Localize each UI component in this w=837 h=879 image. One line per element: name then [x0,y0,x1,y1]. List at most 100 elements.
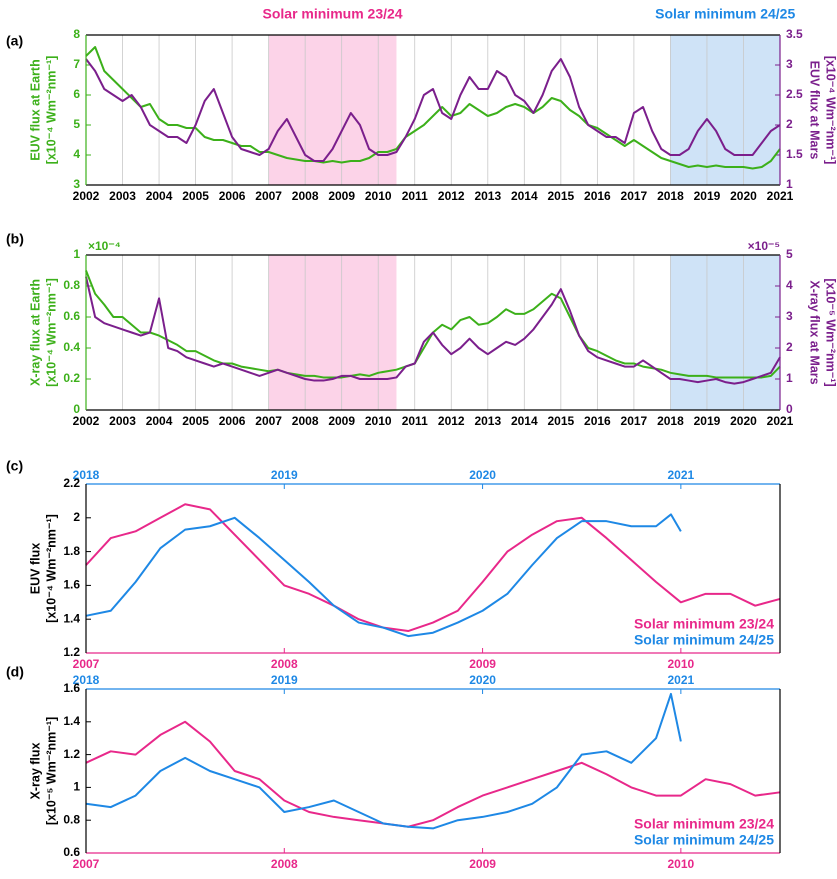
data-line [85,46,781,170]
y-tick-label: 2.2 [63,476,80,490]
legend-entry: Solar minimum 24/25 [634,832,774,848]
x-tick-label: 2006 [219,414,246,428]
x2-tick-label: 2021 [668,673,695,687]
y-tick-label: 1 [73,780,80,794]
y-tick-label: 1.8 [63,544,80,558]
x-tick-label: 2012 [438,189,465,203]
y-tick-label: 1 [73,247,80,261]
x-tick-label: 2010 [668,657,695,671]
x-tick-label: 2005 [182,189,209,203]
y-tick-label: 6 [73,87,80,101]
y2-tick-label: 1.5 [786,147,803,161]
y-tick-label: 8 [73,27,80,41]
x-tick-label: 2006 [219,189,246,203]
x-tick-label: 2003 [109,414,136,428]
x-tick-label: 2017 [621,189,648,203]
y-axis-label: [x10⁻⁴ Wm⁻²nm⁻¹] [44,56,58,165]
x-tick-label: 2007 [255,414,282,428]
panel-label: (d) [6,664,24,680]
y-tick-label: 0.8 [63,278,80,292]
y-tick-label: 1.2 [63,747,80,761]
legend-entry: Solar minimum 24/25 [634,632,774,648]
x2-tick-label: 2018 [73,468,100,482]
panel-label: (c) [6,458,23,474]
y-tick-label: 2 [73,510,80,524]
y-axis-label: X-ray flux at Earth [28,279,42,386]
panel-label: (b) [6,231,24,247]
y2-tick-label: 1 [786,371,793,385]
data-line [85,276,781,385]
x-tick-label: 2014 [511,414,538,428]
x-tick-label: 2020 [730,189,757,203]
y2-axis-label: [x10⁻⁴ Wm⁻²nm⁻¹] [824,56,837,165]
y2-axis-label: X-ray flux at Mars [808,280,822,384]
y-tick-label: 1.4 [63,714,80,728]
shaded-region [670,255,780,410]
x-tick-label: 2008 [271,857,298,871]
x-tick-label: 2019 [694,414,721,428]
x-tick-label: 2013 [474,414,501,428]
y-axis-label: EUV flux [28,543,42,594]
x2-tick-label: 2021 [668,468,695,482]
x-tick-label: 2021 [767,414,794,428]
y-tick-label: 0.8 [63,812,80,826]
region-label: Solar minimum 24/25 [655,6,795,22]
y-axis-label: EUV flux at Earth [28,59,42,160]
y-tick-label: 0 [73,402,80,416]
y-axis-label: [x10⁻⁴ Wm⁻²nm⁻¹] [44,514,58,623]
data-line [85,513,682,638]
x-tick-label: 2012 [438,414,465,428]
data-line [85,720,781,828]
y2-axis-label: [x10⁻⁵ Wm⁻²nm⁻¹] [824,278,837,386]
x-tick-label: 2015 [547,189,574,203]
y-multiplier: ×10⁻⁴ [88,239,121,253]
x-tick-label: 2007 [73,657,100,671]
x-tick-label: 2009 [328,414,355,428]
y2-tick-label: 4 [786,278,793,292]
y-tick-label: 0.6 [63,845,80,859]
x-tick-label: 2005 [182,414,209,428]
data-line [85,692,682,830]
y2-tick-label: 3 [786,309,793,323]
x2-tick-label: 2019 [271,673,298,687]
region-label: Solar minimum 23/24 [263,6,403,22]
x-tick-label: 2009 [328,189,355,203]
x-tick-label: 2015 [547,414,574,428]
x-tick-label: 2016 [584,189,611,203]
y-tick-label: 1.4 [63,611,80,625]
x-tick-label: 2009 [469,657,496,671]
y-tick-label: 1.6 [63,681,80,695]
y2-tick-label: 1 [786,177,793,191]
y-tick-label: 7 [73,57,80,71]
y-axis-label: [x10⁻⁴ Wm⁻²nm⁻¹] [44,278,58,387]
panel-label: (a) [6,33,23,49]
x-tick-label: 2003 [109,189,136,203]
x-tick-label: 2008 [292,189,319,203]
x-tick-label: 2007 [255,189,282,203]
y2-tick-label: 3 [786,57,793,71]
y-tick-label: 3 [73,177,80,191]
y2-tick-label: 3.5 [786,27,803,41]
x-tick-label: 2004 [146,414,173,428]
x-tick-label: 2008 [271,657,298,671]
x-tick-label: 2020 [730,414,757,428]
x-tick-label: 2009 [469,857,496,871]
x-tick-label: 2017 [621,414,648,428]
x2-tick-label: 2019 [271,468,298,482]
y-axis-label: X-ray flux [28,742,42,799]
y-tick-label: 1.2 [63,645,80,659]
x-tick-label: 2008 [292,414,319,428]
legend-entry: Solar minimum 23/24 [634,816,774,832]
y-axis-label: [x10⁻⁵ Wm⁻²nm⁻¹] [44,717,58,825]
x2-tick-label: 2020 [469,673,496,687]
y2-tick-label: 2 [786,117,793,131]
x-tick-label: 2010 [365,414,392,428]
x-tick-label: 2011 [402,189,428,203]
x-tick-label: 2002 [73,414,100,428]
legend-entry: Solar minimum 23/24 [634,616,774,632]
x-tick-label: 2010 [668,857,695,871]
shaded-region [268,255,397,410]
y-tick-label: 4 [73,147,80,161]
